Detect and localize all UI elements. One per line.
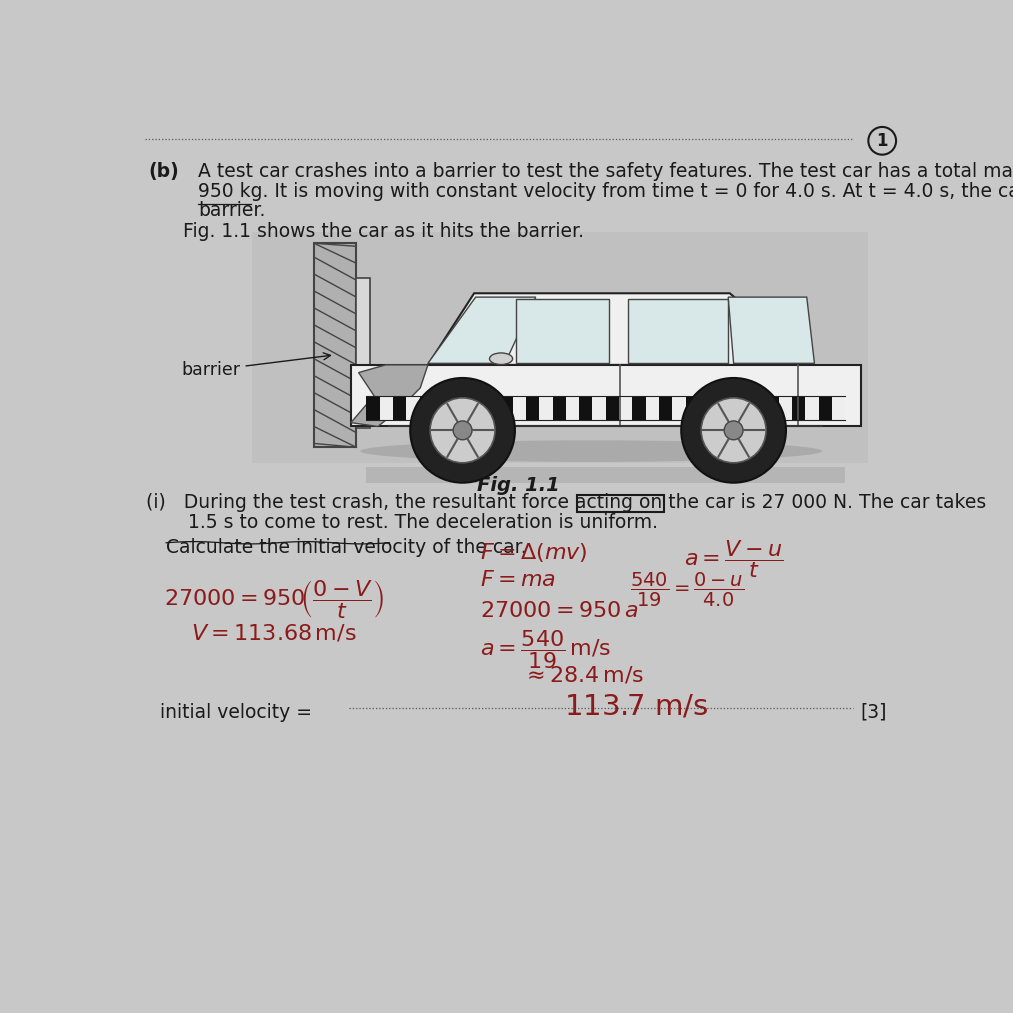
Bar [539, 396, 552, 420]
Bar [628, 299, 728, 363]
Bar [577, 495, 664, 512]
Bar [460, 396, 473, 420]
Bar [486, 396, 499, 420]
Bar [406, 396, 419, 420]
Circle shape [453, 421, 472, 440]
Bar [393, 396, 406, 420]
Bar [350, 365, 861, 426]
Text: barrier: barrier [181, 353, 330, 379]
Circle shape [410, 378, 515, 482]
Text: (i)   During the test crash, the resultant force acting on the car is 27 000 N. : (i) During the test crash, the resultant… [146, 493, 987, 513]
Text: barrier.: barrier. [199, 201, 265, 220]
Bar [579, 396, 593, 420]
Text: $\dfrac{540}{19} = \dfrac{0-u}{4.0}$: $\dfrac{540}{19} = \dfrac{0-u}{4.0}$ [630, 570, 744, 609]
Bar [606, 396, 619, 420]
Bar [738, 396, 752, 420]
Bar [686, 396, 699, 420]
Bar [433, 396, 446, 420]
Bar [526, 396, 539, 420]
Text: $V = 113.68\,\mathrm{m/s}$: $V = 113.68\,\mathrm{m/s}$ [190, 622, 357, 643]
Bar [380, 396, 393, 420]
Bar [473, 396, 486, 420]
Text: A test car crashes into a barrier to test the safety features. The test car has : A test car crashes into a barrier to tes… [199, 162, 1013, 181]
Text: 950 kg. It is moving with constant velocity from time t = 0 for 4.0 s. At t = 4.: 950 kg. It is moving with constant veloc… [199, 181, 1013, 201]
Bar [252, 232, 868, 463]
Bar [712, 396, 725, 420]
Circle shape [682, 378, 786, 482]
Ellipse shape [361, 441, 823, 462]
Text: $F = \Delta(mv)$: $F = \Delta(mv)$ [479, 541, 588, 564]
Ellipse shape [489, 353, 513, 365]
Text: $27000 = 950\!\left(\dfrac{0-V}{t}\right)$: $27000 = 950\!\left(\dfrac{0-V}{t}\right… [164, 578, 384, 620]
Bar [632, 396, 645, 420]
Bar [357, 278, 370, 428]
Bar [832, 396, 845, 420]
Bar [752, 396, 766, 420]
Text: initial velocity =: initial velocity = [160, 703, 318, 722]
Bar [673, 396, 686, 420]
Bar [517, 299, 609, 363]
Bar [446, 396, 460, 420]
Bar [659, 396, 673, 420]
Bar [792, 396, 805, 420]
Bar [419, 396, 433, 420]
Polygon shape [427, 297, 536, 364]
Bar [805, 396, 819, 420]
Polygon shape [728, 297, 814, 364]
Circle shape [431, 398, 495, 463]
Polygon shape [350, 365, 427, 426]
Text: (b): (b) [149, 162, 179, 181]
Text: Calculate the initial velocity of the car.: Calculate the initial velocity of the ca… [166, 538, 527, 557]
Bar [314, 243, 357, 448]
Bar [699, 396, 712, 420]
Circle shape [701, 398, 766, 463]
Text: $\approx 28.4\,\mathrm{m/s}$: $\approx 28.4\,\mathrm{m/s}$ [522, 665, 644, 686]
Bar [725, 396, 738, 420]
Text: $F = ma$: $F = ma$ [479, 570, 555, 591]
Bar [566, 396, 579, 420]
Circle shape [724, 421, 743, 440]
Bar [593, 396, 606, 420]
Bar [819, 396, 832, 420]
Bar [499, 396, 513, 420]
Text: Fig. 1.1: Fig. 1.1 [477, 476, 560, 494]
Bar [367, 396, 380, 420]
Text: Fig. 1.1 shows the car as it hits the barrier.: Fig. 1.1 shows the car as it hits the ba… [183, 223, 585, 241]
Bar [779, 396, 792, 420]
Bar [619, 396, 632, 420]
Bar [367, 467, 845, 482]
Bar [645, 396, 659, 420]
Polygon shape [427, 294, 814, 365]
Text: 1: 1 [876, 132, 888, 150]
Text: $27000 = 950\,a$: $27000 = 950\,a$ [479, 602, 638, 621]
Text: $a = \dfrac{V-u}{t}$: $a = \dfrac{V-u}{t}$ [684, 538, 783, 580]
Text: 1.5 s to come to rest. The deceleration is uniform.: 1.5 s to come to rest. The deceleration … [146, 514, 658, 533]
Bar [513, 396, 526, 420]
Text: $a = \dfrac{540}{19}\,\mathrm{m/s}$: $a = \dfrac{540}{19}\,\mathrm{m/s}$ [479, 628, 611, 672]
Bar [766, 396, 779, 420]
Text: [3]: [3] [861, 703, 887, 722]
Bar [552, 396, 566, 420]
Text: $113.7\ \mathrm{m/s}$: $113.7\ \mathrm{m/s}$ [564, 692, 709, 720]
